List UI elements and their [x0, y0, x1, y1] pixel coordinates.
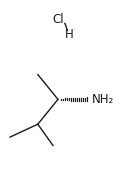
Text: Cl: Cl [52, 13, 64, 26]
Text: H: H [65, 28, 74, 40]
Text: NH₂: NH₂ [92, 93, 114, 106]
